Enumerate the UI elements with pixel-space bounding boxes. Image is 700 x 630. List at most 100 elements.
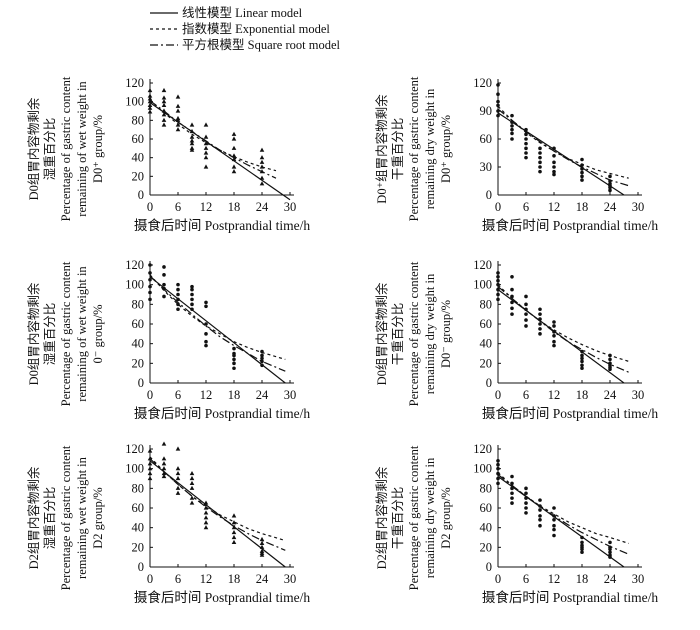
data-point — [231, 529, 237, 535]
data-point — [538, 327, 542, 331]
data-point — [552, 154, 556, 158]
legend-entry: 平方根模型 Square root model — [182, 37, 340, 52]
data-point — [510, 120, 514, 124]
y-axis-label-line: 湿重百分比 — [42, 118, 57, 181]
x-tick-label: 0 — [147, 388, 153, 402]
chart-panel-5: 0 6 12 18 24 30 0 20 40 60 80 100 120 摄食后时间 Postprand… — [26, 441, 310, 605]
linear-model-line — [149, 460, 286, 568]
data-point — [161, 122, 167, 127]
y-tick-label: 60 — [480, 501, 493, 515]
data-point — [496, 83, 500, 87]
data-point — [231, 525, 237, 530]
square-root-model-line — [149, 458, 286, 551]
square-root-model-line — [497, 108, 629, 187]
data-point — [510, 486, 514, 491]
data-point — [496, 462, 500, 467]
y-tick-label: 120 — [125, 258, 144, 272]
data-point — [524, 318, 528, 322]
data-point — [608, 547, 612, 552]
data-point — [162, 282, 166, 287]
y-tick-label: 40 — [480, 337, 493, 351]
data-point — [147, 99, 153, 104]
data-point — [496, 92, 500, 96]
data-point — [496, 271, 500, 275]
square-root-model-line — [149, 275, 286, 372]
data-point — [496, 282, 500, 287]
data-point — [510, 481, 514, 486]
x-tick-label: 0 — [495, 572, 501, 586]
linear-model-line — [149, 276, 286, 384]
data-point — [580, 353, 584, 358]
data-point — [580, 363, 584, 368]
y-axis-label-line: D0组胃内容物剩余 — [374, 282, 389, 385]
data-point — [148, 263, 152, 267]
data-point — [176, 282, 180, 287]
data-point — [147, 475, 153, 481]
data-point — [231, 169, 237, 174]
data-point — [608, 555, 612, 559]
data-point — [524, 141, 528, 146]
y-tick-label: 60 — [132, 501, 145, 515]
data-point — [231, 145, 237, 150]
data-point — [176, 302, 180, 307]
chart-panel-2: 0 6 12 18 24 30 0 30 60 90 120 摄食后时间 Postprandial t… — [374, 76, 658, 233]
data-point — [496, 297, 500, 302]
data-point — [510, 300, 514, 305]
y-axis-label-line: D0组胃内容物剩余 — [26, 282, 41, 385]
y-tick-label: 0 — [138, 560, 144, 574]
x-tick-label: 6 — [523, 200, 529, 214]
data-point — [231, 534, 237, 540]
y-tick-label: 0 — [138, 188, 144, 202]
data-point — [189, 122, 195, 127]
data-point — [148, 277, 152, 282]
y-axis-label-line: remaining of wet weight in — [75, 81, 89, 217]
data-point — [204, 343, 208, 348]
data-point — [203, 141, 209, 146]
x-tick-label: 18 — [228, 572, 241, 586]
data-point — [190, 284, 194, 289]
y-axis-label-line: D2组胃内容物剩余 — [26, 466, 41, 569]
data-point — [510, 294, 514, 299]
y-tick-label: 100 — [473, 278, 492, 292]
data-point — [510, 312, 514, 316]
x-axis-label: 摄食后时间 Postprandial time/h — [482, 589, 658, 605]
data-point — [552, 160, 556, 165]
data-point — [148, 290, 152, 295]
exponential-model-line — [497, 105, 629, 179]
data-point — [580, 170, 584, 175]
x-tick-label: 30 — [632, 388, 645, 402]
x-tick-label: 0 — [495, 388, 501, 402]
data-point — [148, 297, 152, 302]
data-point — [260, 363, 264, 368]
y-tick-label: 40 — [132, 521, 145, 535]
data-point — [231, 539, 237, 545]
data-point — [148, 284, 152, 289]
x-tick-label: 30 — [632, 572, 645, 586]
data-point — [175, 470, 181, 476]
data-point — [580, 178, 584, 182]
data-point — [175, 108, 181, 113]
y-tick-label: 60 — [132, 317, 145, 331]
data-point — [204, 332, 208, 336]
data-point — [580, 359, 584, 364]
data-point — [496, 278, 500, 283]
data-point — [552, 320, 556, 324]
data-point — [147, 102, 153, 107]
x-tick-label: 24 — [256, 572, 269, 586]
data-point — [203, 164, 209, 169]
y-axis-label-line: Percentage of gastric content — [59, 445, 73, 590]
data-point — [552, 514, 556, 518]
data-point — [203, 515, 209, 520]
data-point — [524, 486, 528, 491]
x-tick-label: 30 — [632, 200, 645, 214]
data-point — [552, 165, 556, 169]
y-axis-label-line: 湿重百分比 — [42, 487, 57, 550]
data-point — [260, 359, 264, 364]
chart-panel-3: 0 6 12 18 24 30 0 20 40 60 80 100 120 摄食后时间 Postprand… — [26, 258, 310, 421]
data-point — [176, 292, 180, 297]
data-point — [552, 533, 556, 538]
data-point — [538, 504, 542, 508]
data-point — [231, 136, 237, 141]
data-point — [524, 137, 528, 141]
chart-panel-1: 0 6 12 18 24 30 0 20 40 60 80 100 120 摄食后时间 Postprand… — [26, 76, 310, 233]
